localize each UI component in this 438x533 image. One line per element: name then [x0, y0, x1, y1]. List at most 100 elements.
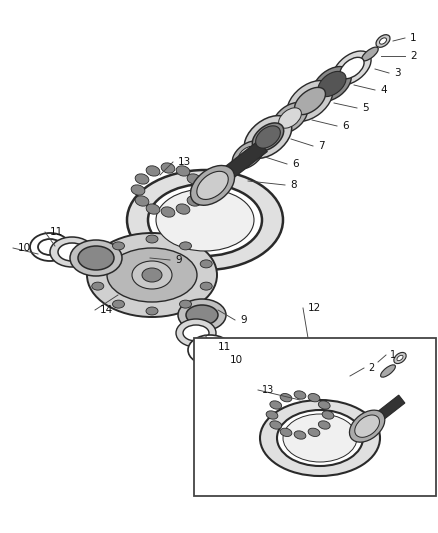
Ellipse shape: [277, 410, 363, 466]
Ellipse shape: [256, 126, 280, 148]
Ellipse shape: [146, 166, 160, 176]
Ellipse shape: [87, 233, 217, 317]
Ellipse shape: [318, 71, 346, 96]
Ellipse shape: [266, 411, 278, 419]
Ellipse shape: [191, 185, 205, 195]
Ellipse shape: [308, 393, 320, 402]
Ellipse shape: [191, 165, 235, 205]
Text: 2: 2: [368, 363, 374, 373]
Ellipse shape: [294, 431, 306, 439]
Bar: [194, 338, 436, 496]
Ellipse shape: [260, 400, 380, 476]
Text: 5: 5: [362, 103, 369, 113]
Ellipse shape: [135, 196, 149, 206]
Ellipse shape: [280, 428, 292, 437]
Ellipse shape: [107, 248, 197, 302]
Ellipse shape: [187, 196, 201, 206]
Text: 3: 3: [394, 68, 401, 78]
Ellipse shape: [92, 260, 104, 268]
Ellipse shape: [176, 166, 190, 176]
Ellipse shape: [318, 401, 330, 409]
Ellipse shape: [180, 242, 191, 250]
Ellipse shape: [187, 174, 201, 184]
Ellipse shape: [376, 35, 390, 47]
Ellipse shape: [232, 141, 264, 169]
Ellipse shape: [186, 305, 218, 325]
Text: 10: 10: [230, 355, 243, 365]
Ellipse shape: [313, 67, 351, 101]
Ellipse shape: [333, 51, 371, 85]
Ellipse shape: [161, 207, 175, 217]
Text: 9: 9: [240, 315, 247, 325]
Ellipse shape: [146, 204, 160, 214]
Ellipse shape: [188, 335, 232, 365]
Ellipse shape: [183, 325, 209, 341]
Polygon shape: [369, 395, 405, 426]
Ellipse shape: [197, 341, 223, 359]
Ellipse shape: [148, 184, 262, 256]
Text: 6: 6: [342, 121, 349, 131]
Polygon shape: [214, 141, 267, 187]
Ellipse shape: [283, 414, 357, 462]
Text: 6: 6: [292, 159, 299, 169]
Ellipse shape: [252, 123, 284, 151]
Text: 8: 8: [290, 180, 297, 190]
Text: 11: 11: [50, 227, 63, 237]
Ellipse shape: [294, 87, 325, 115]
Ellipse shape: [135, 174, 149, 184]
Ellipse shape: [58, 243, 86, 261]
Ellipse shape: [355, 415, 379, 437]
Ellipse shape: [280, 393, 292, 402]
Text: 9: 9: [175, 255, 182, 265]
Text: 12: 12: [308, 303, 321, 313]
Text: 1: 1: [410, 33, 417, 43]
Ellipse shape: [38, 239, 62, 255]
Ellipse shape: [70, 240, 122, 276]
Ellipse shape: [294, 391, 306, 399]
Ellipse shape: [287, 80, 333, 122]
Text: 14: 14: [100, 305, 113, 315]
Text: 2: 2: [410, 51, 417, 61]
Ellipse shape: [379, 38, 386, 44]
Ellipse shape: [340, 58, 364, 79]
Ellipse shape: [113, 300, 124, 308]
Text: 4: 4: [380, 85, 387, 95]
Ellipse shape: [30, 233, 70, 261]
Ellipse shape: [178, 299, 226, 331]
Ellipse shape: [176, 204, 190, 214]
Ellipse shape: [176, 319, 216, 347]
Ellipse shape: [308, 428, 320, 437]
Text: 11: 11: [218, 342, 231, 352]
Ellipse shape: [272, 102, 307, 134]
Ellipse shape: [200, 282, 212, 290]
Ellipse shape: [350, 410, 385, 442]
Ellipse shape: [113, 242, 124, 250]
Ellipse shape: [78, 246, 114, 270]
Text: 7: 7: [318, 141, 325, 151]
Ellipse shape: [270, 421, 282, 429]
Ellipse shape: [197, 171, 228, 199]
Ellipse shape: [381, 365, 396, 377]
Text: 13: 13: [178, 157, 191, 167]
Text: 13: 13: [262, 385, 274, 395]
Ellipse shape: [92, 282, 104, 290]
Ellipse shape: [397, 356, 403, 361]
Ellipse shape: [146, 235, 158, 243]
Ellipse shape: [322, 411, 334, 419]
Ellipse shape: [146, 307, 158, 315]
Ellipse shape: [180, 300, 191, 308]
Ellipse shape: [238, 146, 258, 164]
Ellipse shape: [394, 352, 406, 364]
Text: 10: 10: [18, 243, 31, 253]
Ellipse shape: [156, 189, 254, 251]
Ellipse shape: [50, 237, 94, 267]
Ellipse shape: [318, 421, 330, 429]
Ellipse shape: [127, 170, 283, 270]
Ellipse shape: [244, 116, 292, 158]
Ellipse shape: [200, 260, 212, 268]
Ellipse shape: [131, 185, 145, 195]
Ellipse shape: [362, 47, 378, 61]
Ellipse shape: [142, 268, 162, 282]
Ellipse shape: [161, 163, 175, 173]
Ellipse shape: [270, 401, 282, 409]
